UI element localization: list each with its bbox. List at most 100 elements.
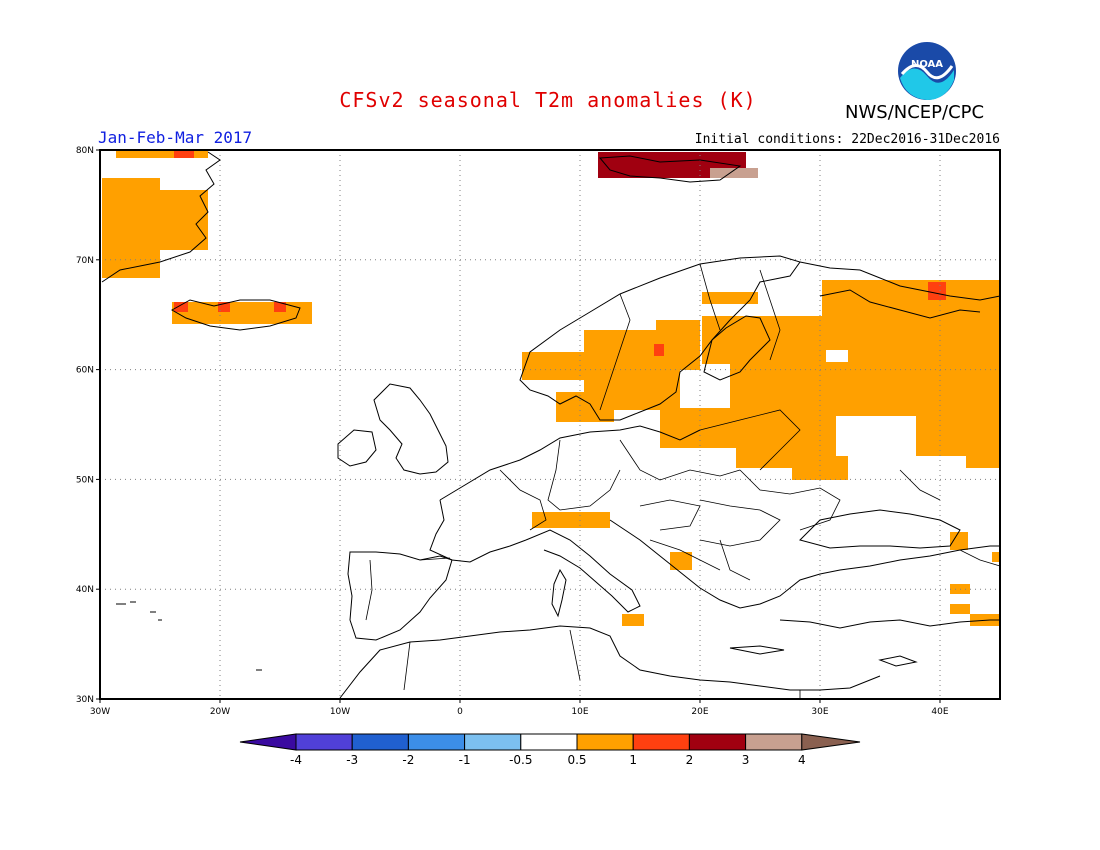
latitude-ticks: 30N 40N 50N 60N 70N 80N [76,146,100,705]
border-balkans-1 [649,539,721,571]
anomaly-patch-iceland-red-c [218,302,230,312]
colorbar-label: -2 [402,753,414,767]
anomaly-patch-greenland-red [174,150,194,158]
anomaly-patch-svalbard-brown [710,168,758,178]
colorbar-label: 3 [742,753,750,767]
map-title: CFSv2 seasonal T2m anomalies (K) [339,88,757,112]
colorbar-swatch [407,733,466,751]
colorbar-label: -1 [459,753,471,767]
border-hungary [639,499,701,531]
coast-greenland [101,151,221,283]
border-caucasus [959,549,1001,567]
coast-north-africa [339,625,881,699]
border-romania [699,499,781,547]
coast-crete [729,645,785,655]
border-russia-kaz [899,469,941,501]
anomaly-patch-caucasus [992,552,1000,562]
initial-conditions: Initial conditions: 22Dec2016-31Dec2016 [694,132,1000,147]
border-algeria-tunisia [569,629,581,681]
graticule [100,150,1000,699]
anomaly-patch-kola-red [928,282,946,300]
coast-svalbard [598,155,742,183]
border-baltics [699,409,801,471]
anomaly-patch-greenland-top [116,150,208,158]
colorbar-swatch [464,733,522,751]
anomaly-fill-layer [102,150,1000,626]
border-germany [547,439,621,511]
border-france [499,469,547,531]
coast-scandinavia [519,255,801,421]
lat-tick-label: 60N [76,366,94,376]
lon-tick-label: 0 [457,707,463,717]
colorbar-swatch [576,733,634,751]
lat-tick-label: 50N [76,475,94,485]
anomaly-patch-ural [966,446,1000,468]
lon-tick-label: 20E [691,707,708,717]
lon-tick-label: 30W [90,707,110,717]
coast-azores [116,601,162,621]
coast-britain [373,383,449,475]
coast-kola [799,261,1001,301]
coast-white-sea [819,289,981,319]
colorbar-swatch [295,733,353,751]
coast-black-sea [799,509,961,549]
anomaly-patch-turkey-e1 [950,532,968,550]
anomaly-patch-iceland-red-w [174,302,188,312]
border-spain-portugal [365,559,373,621]
border-sweden-finland [699,263,721,331]
anomaly-patch-russia-e [916,346,1000,456]
lon-tick-label: 20W [210,707,230,717]
coast-turkey-south [779,619,1000,629]
anomaly-patch-russia-s [792,456,848,480]
coast-iceland [170,299,301,331]
lat-tick-label: 40N [76,585,94,595]
colorbar-swatch [520,733,578,751]
colorbar-label: 4 [798,753,806,767]
coast-france [429,499,527,563]
coast-cyprus [878,655,918,667]
colorbar: -4 -3 -2 -1 -0.5 0.5 1 2 3 4 [239,733,861,767]
anomaly-patch-hole-2 [826,350,848,362]
anomaly-patch-sicily [622,614,644,626]
anomaly-patch-white-hole [836,416,916,456]
border-ukraine [739,469,841,531]
coast-ireland [337,429,377,467]
colorbar-label: 1 [629,753,637,767]
anomaly-patch-finland [702,292,758,304]
longitude-ticks: 30W 20W 10W 0 10E 20E 30E 40E [90,699,949,717]
coastlines [101,151,1001,699]
anomaly-patch-greenland-north [160,190,208,250]
border-spain-france [419,557,451,561]
colorbar-min-arrow [239,733,297,751]
anomaly-patch-greenland [102,178,160,278]
colorbar-max-arrow [801,733,861,751]
colorbar-label: -3 [346,753,358,767]
colorbar-label: -0.5 [509,753,532,767]
coast-finland [703,315,771,381]
lon-tick-label: 30E [811,707,828,717]
colorbar-label: -4 [290,753,302,767]
noaa-logo: NOAA [896,40,958,106]
coast-italy [525,529,641,613]
anomaly-patch-russia-c [730,360,916,416]
colorbar-swatch [745,733,803,751]
logo-text: NOAA [911,59,943,70]
colorbar-swatch [688,733,747,751]
anomaly-patch-russia-n [822,280,1000,320]
anomaly-patch-norway [522,352,584,380]
colorbar-swatch [351,733,409,751]
border-poland [619,439,741,481]
country-borders [365,263,1001,700]
agency-label: NWS/NCEP/CPC [845,102,985,123]
map-frame [99,149,1001,700]
colorbar-label: 2 [686,753,694,767]
coast-corsica-sardinia [551,568,567,618]
coast-continent [439,425,701,501]
colorbar-swatch [632,733,690,751]
coast-balkans [609,519,1000,609]
lon-tick-label: 40E [931,707,948,717]
anomaly-patch-denmark [556,392,614,422]
anomaly-patch-turkey-e3 [950,604,970,614]
lon-tick-label: 10E [571,707,588,717]
anomaly-patch-iceland-red-e [274,302,286,312]
